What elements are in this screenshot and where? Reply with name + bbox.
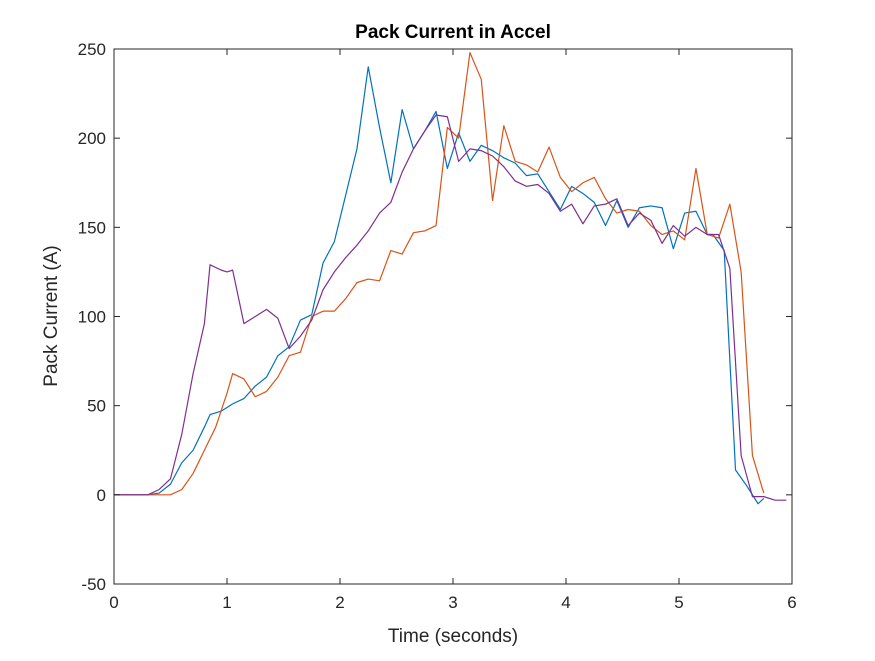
x-tick-label: 5 xyxy=(674,593,683,612)
y-tick-label: 0 xyxy=(97,486,106,505)
y-tick-label: 100 xyxy=(78,308,106,327)
x-tick-label: 0 xyxy=(109,593,118,612)
y-axis: -50 0 50 100 150 200 250 xyxy=(78,40,792,594)
plot-area xyxy=(114,49,792,584)
y-tick-label: 50 xyxy=(87,397,106,416)
y-axis-label: Pack Current (A) xyxy=(41,245,62,386)
x-axis: 0 1 2 3 4 5 6 xyxy=(109,49,797,612)
x-tick-label: 3 xyxy=(448,593,457,612)
x-axis-label: Time (seconds) xyxy=(388,626,518,647)
series-line-3 xyxy=(114,114,787,501)
chart-title: Pack Current in Accel xyxy=(355,22,551,43)
y-tick-label: 250 xyxy=(78,40,106,59)
x-tick-label: 6 xyxy=(787,593,796,612)
x-tick-label: 2 xyxy=(335,593,344,612)
y-tick-label: 200 xyxy=(78,129,106,148)
x-tick-label: 4 xyxy=(561,593,570,612)
y-tick-label: -50 xyxy=(81,575,106,594)
x-tick-label: 1 xyxy=(222,593,231,612)
y-tick-label: 150 xyxy=(78,218,106,237)
series-layer xyxy=(114,51,787,505)
